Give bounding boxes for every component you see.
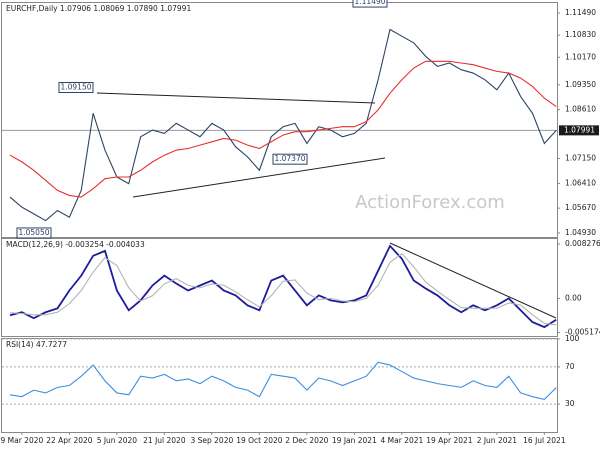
macd-frame — [1, 238, 558, 337]
annotation-box — [16, 227, 52, 239]
y-tick-label: 1.10170 — [565, 52, 596, 61]
x-tick-label: 4 Mar 2021 — [380, 436, 423, 445]
y-tick-label: 100 — [565, 334, 580, 343]
series-line — [9, 361, 557, 401]
y-tick-label: 1.05670 — [565, 203, 596, 212]
price-frame — [1, 2, 558, 238]
trend-line — [132, 157, 386, 198]
annotation-box — [58, 82, 94, 94]
series-line — [9, 252, 557, 326]
x-tick-label: 2 Jun 2021 — [477, 436, 518, 445]
x-tick-label: 19 Jan 2021 — [332, 436, 377, 445]
x-tick-label: 5 Jun 2020 — [97, 436, 138, 445]
trend-line — [96, 92, 376, 104]
x-tick-label: 22 Apr 2020 — [46, 436, 93, 445]
rsi-title: RSI(14) 47.7277 — [6, 340, 67, 349]
annotation-box — [352, 0, 388, 8]
x-tick-label: 3 Sep 2020 — [190, 436, 233, 445]
x-tick-label: 19 Apr 2021 — [426, 436, 473, 445]
y-tick-label: 70 — [565, 362, 575, 371]
y-tick-label: 1.09350 — [565, 80, 596, 89]
macd-title: MACD(12,26,9) -0.003254 -0.004033 — [6, 240, 145, 249]
y-tick-label: 1.06410 — [565, 178, 596, 187]
series-line — [9, 28, 557, 222]
last-price-label: 1.07991 — [564, 125, 595, 134]
y-tick-label: 0.008276 — [565, 239, 600, 248]
series-line — [9, 244, 557, 329]
annotation-label: 1.07370 — [274, 154, 305, 163]
y-tick-label: -0.005174 — [565, 327, 600, 336]
price-title: EURCHF,Daily 1.07906 1.08069 1.07890 1.0… — [6, 4, 191, 13]
annotation-label: 1.09150 — [60, 83, 91, 92]
annotation-box — [272, 153, 308, 165]
watermark: ActionForex.com — [355, 192, 505, 213]
y-tick-label: 1.10830 — [565, 30, 596, 39]
y-tick-label: 0.00 — [565, 293, 582, 302]
annotation-label: 1.11490 — [354, 0, 385, 6]
y-tick-label: 1.08610 — [565, 105, 596, 114]
x-tick-label: 9 Mar 2020 — [0, 436, 43, 445]
y-tick-label: 1.07150 — [565, 154, 596, 163]
x-tick-label: 16 Jul 2021 — [523, 436, 566, 445]
trend-line — [389, 242, 557, 319]
y-tick-label: 30 — [565, 399, 575, 408]
last-price-box — [559, 125, 599, 136]
x-tick-label: 2 Dec 2020 — [285, 436, 328, 445]
annotation-label: 1.05050 — [18, 228, 49, 237]
series-line — [9, 60, 557, 198]
y-tick-label: 1.11490 — [565, 8, 596, 17]
y-tick-label: 1.04930 — [565, 228, 596, 237]
x-tick-label: 21 Jul 2020 — [143, 436, 186, 445]
x-tick-label: 19 Oct 2020 — [236, 436, 283, 445]
